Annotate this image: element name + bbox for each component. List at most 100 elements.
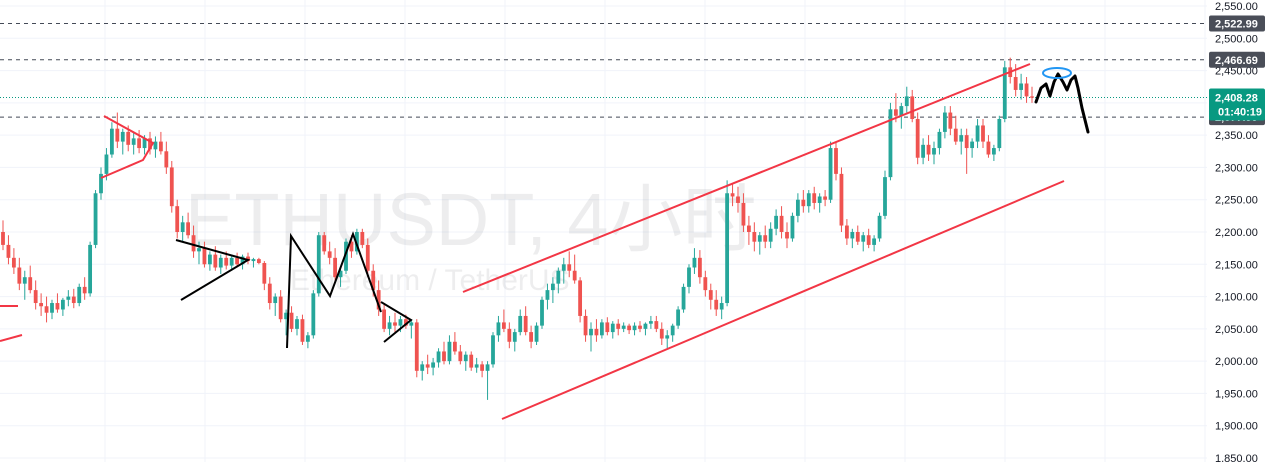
candle-86[interactable] [469, 351, 474, 371]
candle-63[interactable] [344, 238, 348, 274]
candle-57[interactable] [311, 290, 316, 339]
candle-84[interactable] [458, 345, 463, 365]
candle-135[interactable] [736, 186, 740, 213]
candle-187[interactable] [1019, 73, 1024, 100]
candle-108[interactable] [589, 322, 593, 352]
candle-121[interactable] [659, 322, 664, 345]
candle-111[interactable] [605, 317, 610, 336]
candle-175[interactable] [953, 115, 958, 145]
candle-92[interactable] [501, 309, 506, 333]
candle-134[interactable] [730, 183, 735, 207]
candle-67[interactable] [365, 238, 370, 278]
candle-15[interactable] [82, 277, 87, 300]
candle-155[interactable] [844, 219, 849, 245]
candle-143[interactable] [779, 206, 784, 239]
candle-166[interactable] [904, 86, 909, 113]
candle-113[interactable] [616, 319, 621, 336]
candle-47[interactable] [256, 257, 261, 265]
candle-103[interactable] [561, 257, 566, 284]
candle-153[interactable] [834, 141, 838, 181]
candle-24[interactable] [131, 131, 136, 155]
candle-152[interactable] [828, 141, 833, 203]
trend-stub-line[interactable] [0, 334, 23, 342]
candle-75[interactable] [409, 319, 414, 339]
candle-90[interactable] [491, 332, 495, 368]
candle-100[interactable] [545, 283, 550, 310]
candle-141[interactable] [768, 222, 773, 249]
candle-115[interactable] [627, 323, 632, 335]
candle-124[interactable] [676, 306, 681, 329]
candle-91[interactable] [496, 315, 501, 342]
candle-51[interactable] [278, 290, 283, 323]
candle-65[interactable] [354, 228, 359, 255]
candle-129[interactable] [703, 270, 708, 297]
candle-148[interactable] [806, 190, 811, 213]
candle-61[interactable] [333, 248, 338, 284]
candle-77[interactable] [420, 361, 425, 381]
candle-177[interactable] [964, 128, 969, 174]
candle-18[interactable] [99, 167, 103, 200]
candle-107[interactable] [583, 309, 588, 342]
candle-179[interactable] [975, 119, 980, 149]
candle-20[interactable] [109, 122, 114, 158]
candle-184[interactable] [1002, 60, 1007, 123]
candle-151[interactable] [823, 190, 828, 207]
candle-50[interactable] [273, 293, 278, 316]
candle-122[interactable] [665, 330, 670, 349]
candle-188[interactable] [1024, 77, 1029, 103]
candle-4[interactable] [22, 270, 27, 300]
candle-158[interactable] [861, 232, 866, 252]
candle-88[interactable] [480, 361, 485, 378]
channel-lower-line[interactable] [501, 180, 1065, 420]
candle-69[interactable] [376, 280, 381, 316]
candle-52[interactable] [284, 309, 289, 336]
candle-45[interactable] [246, 252, 250, 265]
candle-66[interactable] [360, 228, 365, 249]
candle-62[interactable] [338, 267, 343, 287]
candle-80[interactable] [436, 348, 441, 368]
candle-154[interactable] [839, 167, 844, 232]
triangle-pattern[interactable] [175, 239, 251, 301]
candle-130[interactable] [708, 283, 713, 310]
candle-105[interactable] [572, 254, 577, 284]
candle-22[interactable] [120, 128, 125, 155]
candle-128[interactable] [697, 250, 702, 284]
candle-0[interactable] [1, 220, 5, 251]
candle-159[interactable] [866, 228, 871, 249]
candle-139[interactable] [757, 232, 762, 255]
candle-117[interactable] [638, 321, 642, 333]
candle-59[interactable] [322, 232, 327, 255]
candle-31[interactable] [169, 160, 174, 213]
pennant-left[interactable] [100, 115, 155, 179]
candle-87[interactable] [474, 357, 479, 373]
candle-178[interactable] [970, 138, 975, 158]
candle-5[interactable] [28, 265, 33, 294]
w-m-pattern-line[interactable] [286, 231, 382, 349]
candle-8[interactable] [44, 296, 49, 323]
candle-157[interactable] [855, 225, 860, 245]
candle-167[interactable] [910, 89, 915, 123]
candle-58[interactable] [316, 232, 321, 297]
candle-83[interactable] [452, 332, 457, 355]
candle-149[interactable] [812, 186, 817, 210]
candle-21[interactable] [115, 112, 120, 149]
candle-181[interactable] [986, 135, 991, 158]
candle-54[interactable] [295, 315, 299, 336]
candle-82[interactable] [447, 335, 452, 365]
candle-56[interactable] [305, 332, 310, 349]
candle-95[interactable] [518, 309, 523, 336]
candle-101[interactable] [550, 277, 555, 304]
candle-123[interactable] [670, 323, 675, 342]
candle-2[interactable] [11, 248, 16, 274]
candle-170[interactable] [926, 135, 931, 161]
top-ellipse-marker[interactable] [1042, 67, 1072, 79]
candle-33[interactable] [180, 215, 185, 242]
candle-79[interactable] [431, 357, 436, 376]
candle-168[interactable] [915, 112, 920, 165]
candle-98[interactable] [534, 322, 539, 345]
candle-109[interactable] [594, 319, 599, 342]
candle-38[interactable] [207, 251, 212, 271]
candle-40[interactable] [218, 254, 223, 274]
